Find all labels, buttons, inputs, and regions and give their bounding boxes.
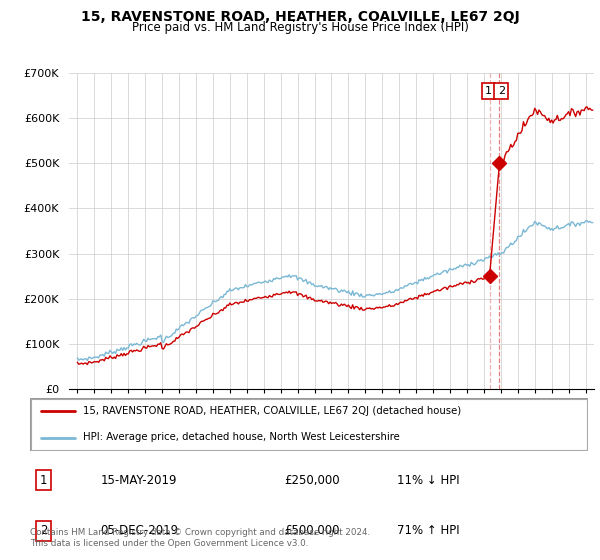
- Text: £250,000: £250,000: [284, 474, 340, 487]
- Text: 15, RAVENSTONE ROAD, HEATHER, COALVILLE, LE67 2QJ: 15, RAVENSTONE ROAD, HEATHER, COALVILLE,…: [80, 10, 520, 24]
- Text: 15-MAY-2019: 15-MAY-2019: [100, 474, 176, 487]
- Text: 2: 2: [497, 86, 505, 96]
- Text: 11% ↓ HPI: 11% ↓ HPI: [397, 474, 460, 487]
- Text: 05-DEC-2019: 05-DEC-2019: [100, 524, 178, 537]
- Text: Price paid vs. HM Land Registry's House Price Index (HPI): Price paid vs. HM Land Registry's House …: [131, 21, 469, 34]
- FancyBboxPatch shape: [31, 399, 587, 450]
- Text: 1: 1: [40, 474, 47, 487]
- Text: 71% ↑ HPI: 71% ↑ HPI: [397, 524, 460, 537]
- Text: 15, RAVENSTONE ROAD, HEATHER, COALVILLE, LE67 2QJ (detached house): 15, RAVENSTONE ROAD, HEATHER, COALVILLE,…: [83, 406, 461, 416]
- Text: HPI: Average price, detached house, North West Leicestershire: HPI: Average price, detached house, Nort…: [83, 432, 400, 442]
- Text: 2: 2: [40, 524, 47, 537]
- Text: £500,000: £500,000: [284, 524, 340, 537]
- Text: 1: 1: [485, 86, 492, 96]
- Text: Contains HM Land Registry data © Crown copyright and database right 2024.
This d: Contains HM Land Registry data © Crown c…: [30, 528, 370, 548]
